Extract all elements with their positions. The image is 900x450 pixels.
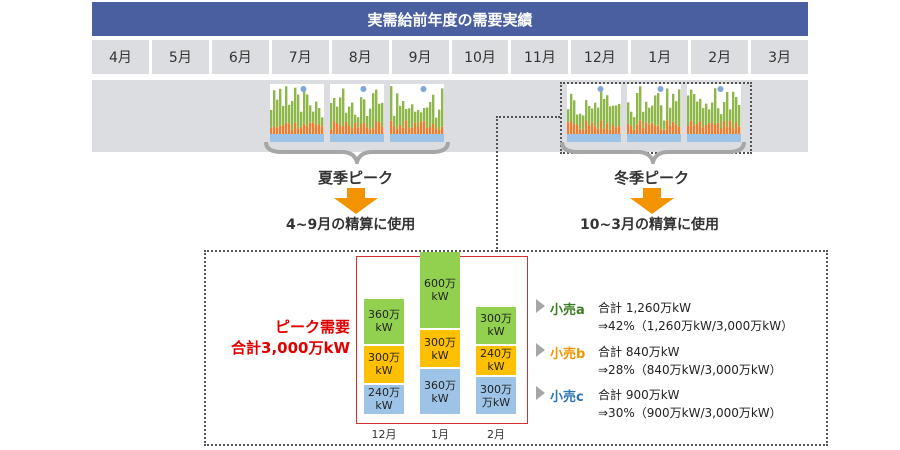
summer-arrow-icon	[347, 188, 365, 198]
peak-demand-total: 合計3,000万kW	[231, 339, 350, 357]
retailer-b-share: ⇒28%（840万kW/3,000万kW）	[598, 363, 782, 377]
retailer-a-total: 合計 1,260万kW	[598, 301, 691, 315]
winter-usage-label: 10~3月の精算に使用	[580, 217, 719, 233]
x-tick-label: 2月	[487, 428, 505, 441]
bar-segment-label: 240万 kW	[368, 386, 400, 413]
bar-segment: 300万 万kW	[476, 377, 516, 414]
bar-segment: 300万 kW	[420, 330, 460, 368]
bar-segment: 300万 kW	[364, 345, 404, 383]
summer-usage-label: 4~9月の精算に使用	[286, 217, 416, 233]
bar-segment: 240万 kW	[476, 345, 516, 375]
retailer-c-name: 小売c	[550, 390, 584, 405]
winter-detail-box	[204, 250, 828, 446]
connector-line	[496, 116, 498, 252]
bar-segment-label: 600万 kW	[424, 277, 456, 304]
summer-peak-label: 夏季ピーク	[318, 169, 394, 187]
month-cell: 11月	[511, 40, 569, 74]
month-cell: 1月	[631, 40, 689, 74]
winter-arrow-icon	[643, 188, 661, 198]
month-cell: 6月	[211, 40, 269, 74]
month-cell: 3月	[751, 40, 809, 74]
chevron-right-icon	[536, 299, 545, 313]
winter-peak-label: 冬季ピーク	[614, 169, 690, 187]
chevron-right-icon	[536, 386, 545, 400]
bar-segment: 300万 kW	[476, 306, 516, 344]
winter-arrow-icon	[630, 198, 674, 214]
retailer-a-share: ⇒42%（1,260万kW/3,000万kW）	[598, 319, 794, 333]
bar-segment-label: 240万 kW	[480, 347, 512, 374]
retailer-a-name: 小売a	[550, 303, 585, 318]
demand-thumbnail	[627, 84, 681, 142]
bar-segment-label: 300万 kW	[368, 351, 400, 378]
month-cell: 4月	[92, 40, 149, 74]
month-cell: 5月	[151, 40, 209, 74]
bar-segment: 240万 kW	[364, 384, 404, 414]
connector-line	[496, 116, 560, 118]
retailer-b-total: 合計 840万kW	[598, 345, 680, 359]
bar-segment: 360万 kW	[420, 369, 460, 414]
bar-segment-label: 360万 kW	[424, 378, 456, 405]
retailer-c-share: ⇒30%（900万kW/3,000万kW）	[598, 406, 782, 420]
summer-brace-icon	[264, 141, 450, 164]
winter-selection-outline	[560, 82, 752, 154]
bar-segment-label: 300万 kW	[480, 312, 512, 339]
peak-demand-label: ピーク需要 合計3,000万kW	[210, 317, 350, 359]
month-cell: 7月	[271, 40, 329, 74]
demand-thumbnail	[270, 84, 324, 142]
demand-thumbnail	[390, 84, 444, 142]
month-cell: 2月	[691, 40, 749, 74]
bar-segment: 360万 kW	[364, 299, 404, 344]
demand-thumbnail	[330, 84, 384, 142]
month-cell: 10月	[451, 40, 509, 74]
retailer-c-total: 合計 900万kW	[598, 388, 680, 402]
bar-segment-label: 300万 kW	[424, 335, 456, 362]
diagram-title-text: 実需給前年度の需要実績	[367, 10, 533, 29]
bar-segment: 600万 kW	[420, 252, 460, 329]
demand-thumbnail	[687, 84, 741, 142]
month-cell: 8月	[331, 40, 389, 74]
chevron-right-icon	[536, 343, 545, 357]
summer-arrow-icon	[334, 198, 378, 214]
x-tick-label: 12月	[371, 428, 397, 441]
peak-demand-title: ピーク需要	[274, 318, 350, 336]
winter-brace-icon	[560, 141, 746, 164]
diagram-title: 実需給前年度の需要実績	[92, 2, 808, 36]
demand-thumbnail	[567, 84, 621, 142]
bar-segment-label: 300万 万kW	[480, 382, 512, 409]
month-cell: 9月	[391, 40, 449, 74]
bar-segment-label: 360万 kW	[368, 308, 400, 335]
x-tick-label: 1月	[431, 428, 449, 441]
month-row: 4月 5月 6月 7月 8月 9月 10月 11月 12月 1月 2月 3月	[92, 40, 809, 74]
month-cell: 12月	[571, 40, 629, 74]
retailer-b-name: 小売b	[550, 347, 586, 362]
